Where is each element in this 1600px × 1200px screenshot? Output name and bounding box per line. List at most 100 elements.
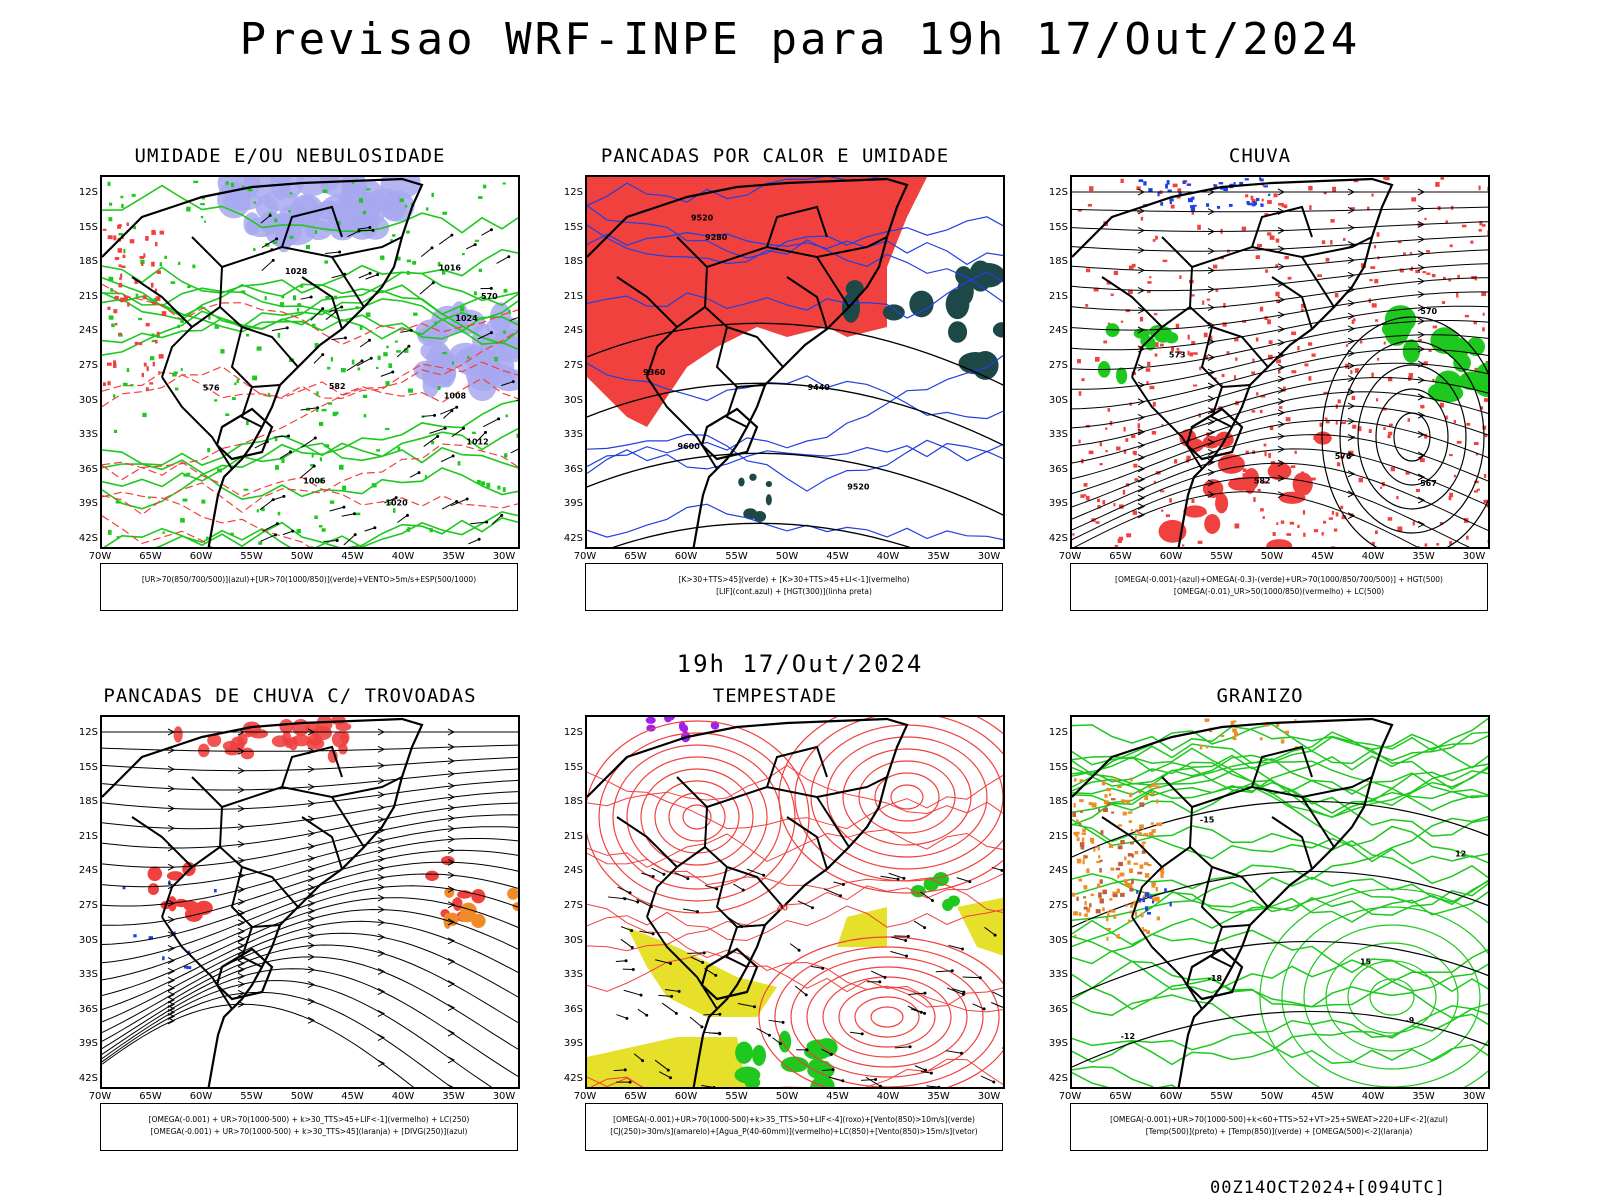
- longitude-tick-label: 70W: [88, 551, 112, 562]
- longitude-tick-label: 40W: [1361, 1091, 1385, 1102]
- longitude-tick-label: 35W: [442, 1091, 465, 1102]
- latitude-tick-label: 33S: [563, 429, 583, 441]
- longitude-tick-label: 60W: [1159, 1091, 1183, 1102]
- latitude-tick-label: 24S: [1048, 865, 1068, 877]
- panel-umidade: UMIDADE E/OU NEBULOSIDADE 1012 1008 1016 10…: [40, 145, 540, 625]
- longitude-tick-label: 55W: [725, 551, 748, 562]
- legend-line: [OMEGA(-0.01)_UR>50(1000/850)(vermelho) …: [1173, 587, 1385, 596]
- longitude-tick-label: 65W: [624, 551, 647, 562]
- legend-line: [CJ(250)>30m/s](amarelo)+[Agua_P(40-60mm…: [610, 1127, 978, 1136]
- longitude-tick-label: 50W: [290, 551, 314, 562]
- latitude-tick-label: 27S: [78, 360, 98, 371]
- svg-text:576: 576: [1335, 452, 1352, 461]
- latitude-tick-label: 18S: [78, 256, 98, 268]
- svg-text:1012: 1012: [466, 437, 488, 446]
- latitude-tick-label: 12S: [78, 187, 98, 198]
- svg-text:9520: 9520: [847, 482, 870, 491]
- longitude-tick-label: 40W: [876, 551, 900, 562]
- map-frame[interactable]: -9 -12 -15 -18 12 15: [1070, 715, 1490, 1089]
- latitude-tick-label: 24S: [563, 325, 583, 337]
- map-svg: 40: [587, 717, 1003, 1087]
- svg-text:570: 570: [481, 292, 498, 301]
- svg-text:40: 40: [777, 903, 789, 912]
- svg-text:-18: -18: [1208, 974, 1223, 983]
- map-frame[interactable]: 40: [585, 715, 1005, 1089]
- latitude-tick-label: 33S: [1048, 969, 1068, 981]
- longitude-tick-label: 40W: [876, 1091, 900, 1102]
- latitude-tick-label: 18S: [78, 796, 98, 808]
- latitude-tick-label: 12S: [563, 727, 583, 738]
- svg-text:-12: -12: [1121, 1032, 1135, 1041]
- longitude-tick-label: 30W: [977, 551, 1001, 562]
- latitude-tick-label: 21S: [1048, 830, 1068, 842]
- latitude-tick-label: 36S: [78, 1003, 98, 1015]
- latitude-tick-label: 12S: [1048, 727, 1068, 738]
- panel-title: UMIDADE E/OU NEBULOSIDADE: [134, 145, 446, 167]
- main-title: Previsao WRF-INPE para 19h 17/Out/2024: [239, 14, 1361, 65]
- latitude-tick-label: 21S: [563, 830, 583, 842]
- latitude-tick-label: 42S: [1048, 533, 1068, 544]
- map-svg: 9600 9520 9440 9360 9280 9520: [587, 177, 1003, 547]
- map-frame[interactable]: 1012 1008 1016 1024 1028 1020 570 576 582 1006: [100, 175, 520, 549]
- longitude-tick-label: 40W: [391, 551, 415, 562]
- longitude-tick-label: 50W: [775, 1091, 799, 1102]
- svg-text:1006: 1006: [303, 477, 326, 486]
- latitude-tick-label: 36S: [1048, 1003, 1068, 1015]
- longitude-tick-label: 55W: [240, 551, 263, 562]
- latitude-tick-label: 21S: [1048, 290, 1068, 302]
- latitude-tick-label: 33S: [78, 969, 98, 981]
- svg-text:-15: -15: [1200, 815, 1215, 824]
- latitude-tick-label: 18S: [563, 796, 583, 808]
- latitude-tick-label: 15S: [563, 221, 583, 233]
- panel-trovoadas: PANCADAS DE CHUVA C/ TROVOADAS [OMEGA(-0…: [40, 685, 540, 1165]
- longitude-tick-label: 50W: [290, 1091, 314, 1102]
- latitude-tick-label: 33S: [1048, 429, 1068, 441]
- longitude-tick-label: 65W: [1109, 551, 1132, 562]
- latitude-tick-label: 27S: [563, 900, 583, 911]
- longitude-tick-label: 50W: [775, 551, 799, 562]
- mid-date-label: 19h 17/Out/2024: [676, 650, 924, 678]
- map-frame[interactable]: 576 573 570 582 567: [1070, 175, 1490, 549]
- legend-line: [LIF](cont.azul) + [HGT(300)](linha pret…: [716, 587, 872, 596]
- map-frame[interactable]: [100, 715, 520, 1089]
- panel-title: GRANIZO: [1216, 685, 1304, 707]
- longitude-tick-label: 60W: [1159, 551, 1183, 562]
- svg-text:9520: 9520: [691, 214, 714, 223]
- map-frame[interactable]: 9600 9520 9440 9360 9280 9520: [585, 175, 1005, 549]
- latitude-tick-label: 36S: [1048, 463, 1068, 475]
- map-svg: [102, 717, 518, 1087]
- svg-text:12: 12: [1455, 850, 1466, 859]
- longitude-tick-label: 40W: [391, 1091, 415, 1102]
- latitude-tick-label: 12S: [78, 727, 98, 738]
- longitude-tick-label: 30W: [1462, 1091, 1486, 1102]
- longitude-tick-label: 70W: [573, 551, 597, 562]
- longitude-tick-label: 45W: [341, 1091, 364, 1102]
- svg-text:9360: 9360: [643, 368, 666, 377]
- latitude-tick-label: 24S: [563, 865, 583, 877]
- svg-text:9440: 9440: [808, 383, 831, 392]
- latitude-tick-label: 33S: [78, 429, 98, 441]
- longitude-tick-label: 55W: [240, 1091, 263, 1102]
- latitude-tick-label: 42S: [78, 1073, 98, 1084]
- latitude-tick-label: 39S: [1048, 1038, 1068, 1050]
- longitude-tick-label: 30W: [977, 1091, 1001, 1102]
- longitude-tick-label: 55W: [1210, 551, 1233, 562]
- latitude-tick-label: 30S: [78, 934, 98, 946]
- latitude-tick-label: 27S: [78, 900, 98, 911]
- latitude-tick-label: 24S: [78, 865, 98, 877]
- latitude-tick-label: 15S: [1048, 221, 1068, 233]
- longitude-tick-label: 60W: [674, 551, 698, 562]
- legend-box: [OMEGA(-0.001)-(azul)+OMEGA(-0.3)-(verde…: [1070, 563, 1488, 611]
- panel-tempestade: TEMPESTADE 40 [OMEGA(-0.001)+UR>70(1000-…: [525, 685, 1025, 1165]
- panel-granizo: GRANIZO -9 -12 -15 -18 12 15 [OMEGA(-0.001)+U…: [1010, 685, 1510, 1165]
- latitude-tick-label: 27S: [1048, 900, 1068, 911]
- longitude-tick-label: 45W: [1311, 551, 1334, 562]
- legend-line: [OMEGA(-0.001)+UR>70(1000-500)+k>35_TTS>…: [613, 1115, 975, 1124]
- latitude-tick-label: 27S: [1048, 360, 1068, 371]
- latitude-tick-label: 27S: [563, 360, 583, 371]
- legend-line: [OMEGA(-0.001) + UR>70(1000-500) + k>30_…: [150, 1127, 468, 1136]
- latitude-tick-label: 21S: [78, 830, 98, 842]
- svg-text:15: 15: [1360, 957, 1372, 966]
- latitude-tick-label: 12S: [563, 187, 583, 198]
- longitude-tick-label: 70W: [573, 1091, 597, 1102]
